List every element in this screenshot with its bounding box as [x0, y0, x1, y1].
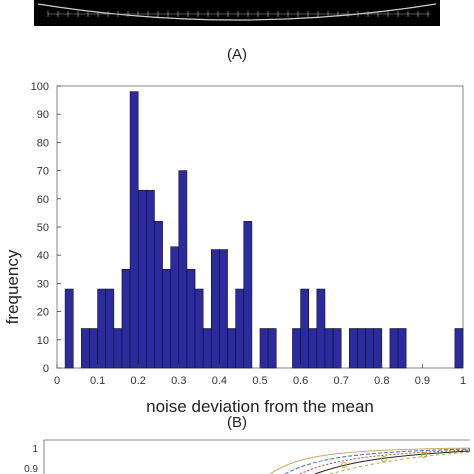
- x-tick-label: 0.6: [293, 375, 308, 387]
- bottom-curve-4: [314, 450, 471, 474]
- x-axis-ticks: 0 0.1 0.2 0.3 0.4 0.5 0.6 0.7 0.8 0.9 1: [54, 364, 466, 387]
- top-panel-curve: [37, 3, 437, 21]
- x-tick-label: 0.9: [415, 375, 430, 387]
- histogram-bar: [219, 249, 228, 369]
- bottom-marker-2: [381, 456, 387, 462]
- bottom-curve-2: [284, 448, 471, 474]
- bottom-ytick-1: 1: [32, 444, 38, 455]
- histogram-bar: [146, 190, 155, 369]
- x-tick-label: 0.2: [131, 375, 146, 387]
- bottom-curve-1: [269, 447, 471, 474]
- histogram-bar: [105, 288, 115, 369]
- panel-label-a: (A): [227, 46, 247, 63]
- histogram-bar: [332, 328, 342, 369]
- top-panel-fragment: [34, 0, 440, 26]
- bottom-panel-fragment: 1 0.9: [24, 439, 471, 474]
- histogram-bar: [397, 328, 407, 369]
- y-tick-label: 30: [37, 278, 49, 290]
- histogram-bar: [373, 328, 383, 369]
- x-tick-label: 0.7: [334, 375, 349, 387]
- histogram-bar: [170, 246, 180, 369]
- histogram-bar: [243, 221, 253, 369]
- y-axis-ticks: 0 10 20 30 40 50 60 70 80 90 100: [31, 81, 61, 375]
- histogram-bar: [389, 328, 399, 369]
- x-tick-label: 0.4: [212, 375, 227, 387]
- x-tick-label: 1: [460, 375, 466, 387]
- histogram-bar: [308, 328, 318, 369]
- plot-area: [56, 85, 464, 369]
- histogram-bar: [81, 328, 90, 369]
- histogram-bar: [357, 328, 366, 369]
- y-tick-label: 20: [37, 307, 49, 319]
- x-tick-label: 0.1: [90, 375, 105, 387]
- y-tick-label: 50: [37, 222, 49, 234]
- histogram-bar: [121, 269, 131, 369]
- bottom-marker-1: [341, 462, 347, 468]
- histogram-bar: [113, 328, 123, 369]
- histogram-bar: [324, 328, 334, 369]
- y-tick-label: 60: [37, 194, 49, 206]
- histogram-bar: [178, 170, 188, 369]
- bottom-curve-3: [299, 449, 471, 474]
- histogram-bar: [316, 288, 326, 369]
- histogram-bar: [97, 288, 107, 369]
- histogram-bar: [349, 328, 358, 369]
- histogram-bar: [210, 249, 220, 369]
- histogram-bar: [129, 91, 139, 369]
- x-tick-label: 0.3: [171, 375, 186, 387]
- histogram-bar: [137, 190, 147, 369]
- histogram-bar: [162, 269, 171, 369]
- top-panel-graphic: [37, 3, 437, 21]
- histogram-bar: [186, 269, 196, 369]
- x-tick-label: 0.8: [374, 375, 389, 387]
- histogram-bar: [267, 328, 277, 369]
- y-tick-label: 90: [37, 109, 49, 121]
- top-panel-ticks: [47, 11, 429, 17]
- bottom-marker-3: [421, 452, 427, 458]
- y-tick-label: 70: [37, 166, 49, 178]
- histogram-bar: [292, 328, 301, 369]
- bottom-curve-5: [329, 451, 471, 474]
- histogram-bar: [235, 288, 245, 369]
- x-axis-label: noise deviation from the mean: [146, 397, 374, 416]
- bottom-ytick-0-9: 0.9: [24, 464, 38, 474]
- histogram-bar: [202, 328, 212, 369]
- histogram-bar: [259, 328, 269, 369]
- x-tick-label: 0.5: [252, 375, 267, 387]
- y-tick-label: 100: [31, 81, 49, 93]
- histogram-bar: [300, 288, 310, 369]
- x-tick-label: 0: [54, 375, 60, 387]
- histogram-bar: [454, 328, 464, 369]
- y-tick-label: 10: [37, 335, 49, 347]
- y-tick-label: 80: [37, 137, 49, 149]
- histogram-bar: [365, 328, 374, 369]
- histogram-bar: [64, 288, 74, 369]
- histogram-bar: [89, 328, 98, 369]
- histogram-bar: [194, 288, 204, 369]
- y-tick-label: 40: [37, 250, 49, 262]
- y-tick-label: 0: [43, 363, 49, 375]
- histogram-bar: [227, 328, 236, 369]
- panel-label-b: (B): [227, 414, 247, 431]
- y-axis-label: frequency: [3, 249, 22, 324]
- histogram-bars: [64, 91, 464, 369]
- histogram-bar: [154, 221, 163, 369]
